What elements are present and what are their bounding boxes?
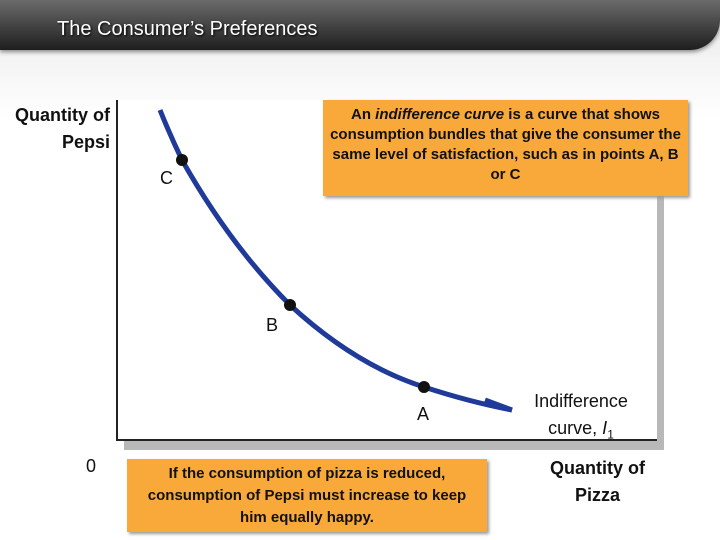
point-label: B (266, 315, 279, 335)
point-label: A (417, 404, 430, 424)
curve-symbol: I (602, 418, 608, 438)
point-a (418, 381, 430, 393)
curve-label-text: Indifference curve, (534, 391, 628, 438)
definition-callout: An indifference curve is a curve that sh… (323, 100, 688, 196)
point-b (284, 299, 296, 311)
curve-label: Indifference curve, I1 (522, 388, 640, 449)
point-c (176, 154, 188, 166)
explanation-callout: If the consumption of pizza is reduced, … (127, 459, 487, 532)
origin-label: 0 (86, 456, 97, 476)
curve-subscript: 1 (607, 427, 614, 442)
note-emphasis: indifference curve (375, 106, 505, 123)
curve-pointer (484, 397, 513, 413)
title-bar (0, 0, 720, 50)
note-text: is a curve that shows consumption bundle… (330, 106, 681, 183)
slide-title: The Consumer’s Preferences (57, 18, 318, 40)
point-label: C (160, 168, 173, 188)
y-axis-label: Quantity of Pepsi (15, 105, 110, 152)
note-text: An (350, 106, 376, 123)
x-axis-label: Quantity of Pizza (550, 458, 645, 505)
